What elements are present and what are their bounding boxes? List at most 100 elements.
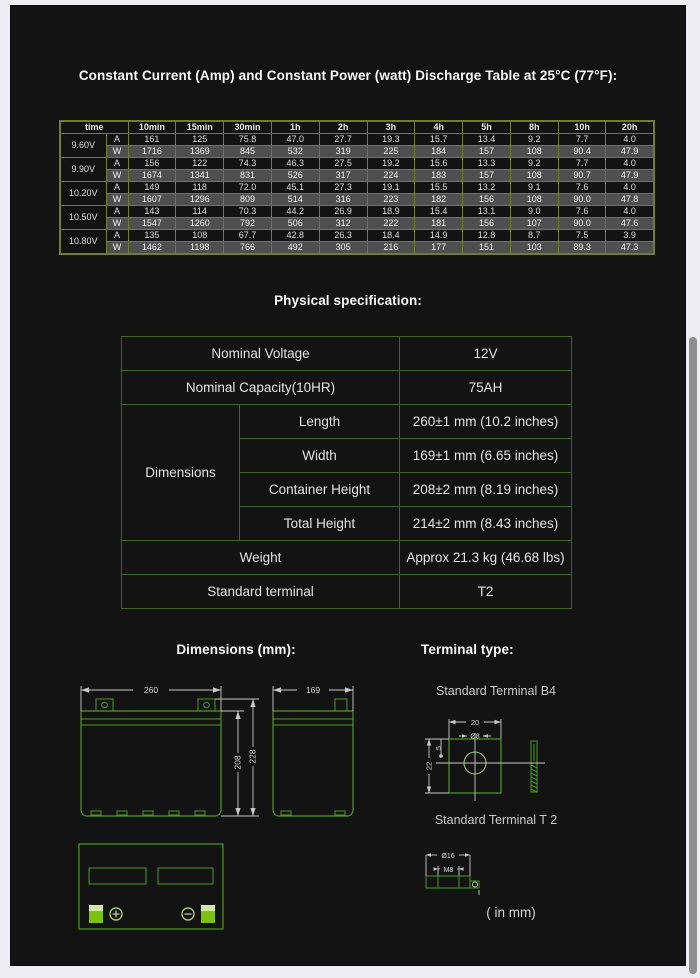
table-row: Total Height 214±2 mm (8.43 inches) (122, 506, 572, 541)
watt-value-cell: 184 (414, 145, 464, 158)
amp-value-cell: 18.9 (366, 205, 416, 218)
amp-value-cell: 135 (127, 229, 177, 242)
table-row: Width 169±1 mm (6.65 inches) (122, 438, 572, 473)
col-header: 10min (127, 120, 177, 134)
t2-profile (425, 875, 480, 889)
spec-value: 75AH (399, 370, 572, 405)
amp-value-cell: 19.3 (366, 133, 416, 146)
col-header: 8h (509, 120, 559, 134)
amp-value-cell: 15.5 (414, 181, 464, 194)
watt-value-cell: 181 (414, 217, 464, 230)
watt-value-cell: 47.9 (605, 169, 655, 182)
amp-value-cell: 19.1 (366, 181, 416, 194)
col-header: 10h (557, 120, 607, 134)
watt-row: W 1716 1369 845 532 319 225 184 157 108 90.4 47.9 (60, 145, 655, 158)
watt-row: W 1607 1296 809 514 316 223 182 156 108 90.0 47.8 (60, 193, 655, 206)
amp-value-cell: 27.7 (318, 133, 368, 146)
t2-outer-dia-label: Ø16 (441, 853, 454, 860)
amp-value-cell: 18.4 (366, 229, 416, 242)
watt-value-cell: 90.0 (557, 193, 607, 206)
voltage-cell: 10.20V (59, 181, 107, 206)
amp-value-cell: 149 (127, 181, 177, 194)
spec-label: Nominal Voltage (121, 336, 400, 371)
amp-value-cell: 45.1 (270, 181, 320, 194)
watt-value-cell: 89.3 (557, 241, 607, 255)
table-row: Dimensions Length 260±1 mm (10.2 inches) (121, 404, 572, 541)
front-width-label: 260 (144, 685, 158, 695)
amp-value-cell: 47.0 (270, 133, 320, 146)
amp-value-cell: 7.5 (557, 229, 607, 242)
amp-value-cell: 122 (175, 157, 225, 170)
amp-value-cell: 161 (127, 133, 177, 146)
unit-a-cell: A (105, 133, 129, 146)
watt-value-cell: 1260 (175, 217, 225, 230)
amp-value-cell: 7.7 (557, 157, 607, 170)
handle-slot (157, 867, 214, 885)
amp-value-cell: 12.8 (462, 229, 511, 242)
amp-value-cell: 15.4 (414, 205, 464, 218)
datasheet-page: Constant Current (Amp) and Constant Powe… (10, 5, 686, 966)
scrollbar-thumb[interactable] (689, 337, 697, 974)
watt-value-cell: 319 (318, 145, 368, 158)
terminal-t2-label: Standard Terminal T 2 (434, 813, 558, 827)
discharge-table-body: 9.60V A 161 125 75.8 47.0 27.7 19.3 15.7 13.4 9.2 7… (59, 133, 655, 255)
watt-value-cell: 216 (366, 241, 416, 255)
watt-value-cell: 492 (270, 241, 320, 255)
watt-value-cell: 222 (366, 217, 416, 230)
watt-value-cell: 108 (509, 193, 559, 206)
spec-label: Nominal Capacity(10HR) (121, 370, 400, 405)
spec-value: 214±2 mm (8.43 inches) (399, 506, 572, 541)
watt-value-cell: 156 (462, 217, 511, 230)
t2-thread-label: M8 (444, 867, 454, 874)
amp-value-cell: 9.0 (509, 205, 559, 218)
table-row: Standard terminal T2 (121, 574, 572, 609)
amp-value-cell: 125 (175, 133, 225, 146)
watt-value-cell: 225 (366, 145, 416, 158)
watt-value-cell: 1674 (127, 169, 177, 182)
watt-value-cell: 1296 (175, 193, 225, 206)
battery-front-outline (80, 710, 222, 817)
amp-value-cell: 13.2 (462, 181, 511, 194)
dim-22: 22 (425, 738, 449, 794)
watt-value-cell: 156 (462, 193, 511, 206)
spec-value: Approx 21.3 kg (46.68 lbs) (399, 540, 572, 575)
plus-icon (109, 907, 123, 921)
amp-value-cell: 3.9 (605, 229, 655, 242)
dimensions-group-label: Dimensions (121, 404, 240, 541)
amp-value-cell: 13.3 (462, 157, 511, 170)
watt-value-cell: 157 (462, 169, 511, 182)
watt-value-cell: 108 (509, 145, 559, 158)
watt-value-cell: 183 (414, 169, 464, 182)
amp-row: 10.20V A 149 118 72.0 45.1 27.3 19.1 15.5 13.2 9.1… (59, 181, 655, 206)
amp-value-cell: 75.8 (223, 133, 272, 146)
watt-value-cell: 526 (270, 169, 320, 182)
amp-value-cell: 67.7 (223, 229, 272, 242)
dim-228: 228 (215, 698, 259, 817)
t2-detail-circle (472, 881, 478, 888)
col-header: 20h (605, 120, 655, 134)
unit-a-cell: A (105, 181, 129, 194)
dim-20: 20 (448, 718, 502, 739)
unit-a-cell: A (105, 229, 129, 242)
watt-value-cell: 766 (223, 241, 272, 255)
terminal-tab (197, 698, 216, 712)
scrollbar-track[interactable] (686, 0, 700, 978)
amp-value-cell: 4.0 (605, 205, 655, 218)
watt-value-cell: 177 (414, 241, 464, 255)
dim-outer-dia: Ø16 (425, 853, 471, 876)
amp-value-cell: 4.0 (605, 181, 655, 194)
watt-value-cell: 107 (509, 217, 559, 230)
voltage-cell: 10.80V (59, 229, 107, 255)
amp-row: 10.50V A 143 114 70.3 44.2 26.9 18.9 15.4 13.1 9.0… (59, 205, 655, 230)
voltage-cell: 10.50V (59, 205, 107, 230)
unit-w-cell: W (105, 217, 129, 230)
amp-value-cell: 26.9 (318, 205, 368, 218)
spec-table: Nominal Voltage 12V Nominal Capacity(10H… (121, 336, 572, 609)
watt-value-cell: 831 (223, 169, 272, 182)
spec-label: Container Height (239, 472, 400, 507)
amp-value-cell: 15.7 (414, 133, 464, 146)
side-width-label: 169 (306, 685, 320, 695)
battery-top-view-drawing (78, 843, 224, 930)
unit-w-cell: W (105, 241, 129, 255)
col-header: 4h (414, 120, 464, 134)
